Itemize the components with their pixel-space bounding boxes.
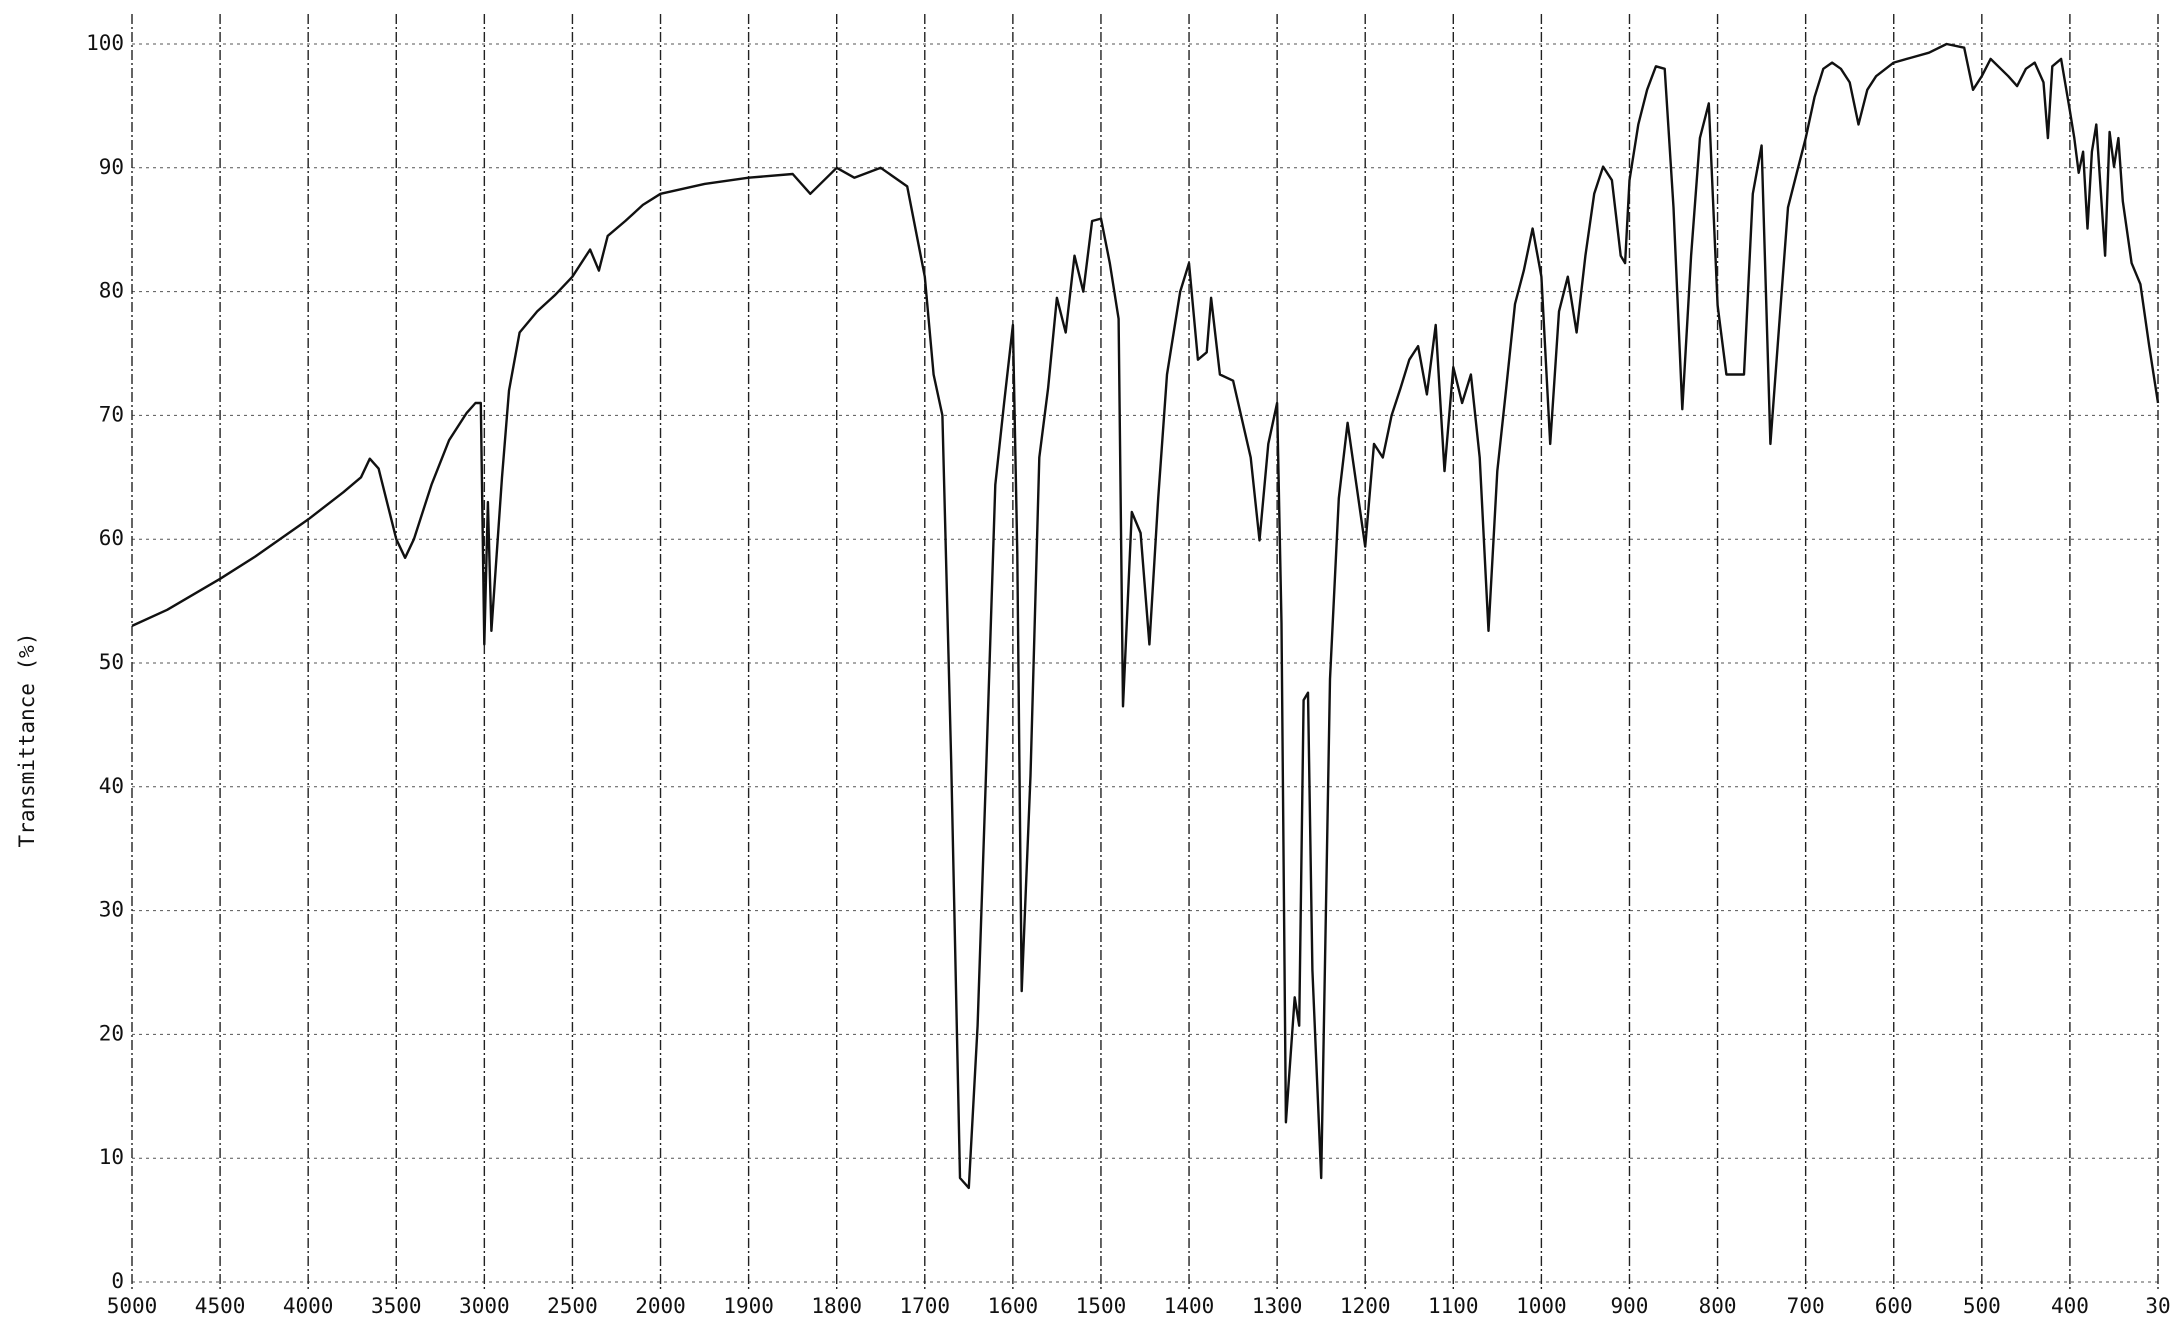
x-tick-label: 1200 [1340, 1294, 1391, 1318]
y-tick-label: 70 [99, 402, 124, 426]
x-tick-label: 800 [1699, 1294, 1737, 1318]
spectrum-line [131, 42, 2160, 1190]
x-tick-label: 3500 [371, 1294, 422, 1318]
x-tick-label: 2500 [547, 1294, 598, 1318]
y-tick-label: 10 [99, 1145, 124, 1169]
x-tick-label: 1800 [811, 1294, 862, 1318]
y-tick-label: 80 [99, 279, 124, 303]
y-tick-label: 100 [86, 31, 124, 55]
y-tick-label: 90 [99, 155, 124, 179]
y-tick-label: 20 [99, 1021, 124, 1045]
x-tick-label: 1400 [1164, 1294, 1215, 1318]
x-tick-label: 1100 [1428, 1294, 1479, 1318]
x-tick-label: 900 [1611, 1294, 1649, 1318]
y-tick-label: 50 [99, 650, 124, 674]
x-tick-label: 2000 [635, 1294, 686, 1318]
x-tick-label: 1700 [899, 1294, 950, 1318]
y-axis-label: Transmittance (%) [15, 633, 39, 848]
x-tick-label: 1500 [1076, 1294, 1127, 1318]
x-tick-label: 700 [1787, 1294, 1825, 1318]
x-tick-label: 1000 [1516, 1294, 1567, 1318]
y-tick-label: 40 [99, 774, 124, 798]
x-tick-label: 1300 [1252, 1294, 1303, 1318]
x-tick-label: 600 [1875, 1294, 1913, 1318]
x-tick-label: 500 [1963, 1294, 2001, 1318]
y-tick-label: 60 [99, 526, 124, 550]
x-tick-label: 400 [2051, 1294, 2089, 1318]
x-tick-label: 3000 [459, 1294, 510, 1318]
y-tick-label: 30 [99, 898, 124, 922]
x-tick-label: 1900 [723, 1294, 774, 1318]
x-tick-label: 1600 [988, 1294, 1039, 1318]
x-tick-label: 4500 [195, 1294, 246, 1318]
x-tick-label: 30 [2145, 1294, 2170, 1318]
y-tick-label: 0 [111, 1269, 124, 1293]
x-tick-label: 5000 [107, 1294, 158, 1318]
x-tick-label: 4000 [283, 1294, 334, 1318]
